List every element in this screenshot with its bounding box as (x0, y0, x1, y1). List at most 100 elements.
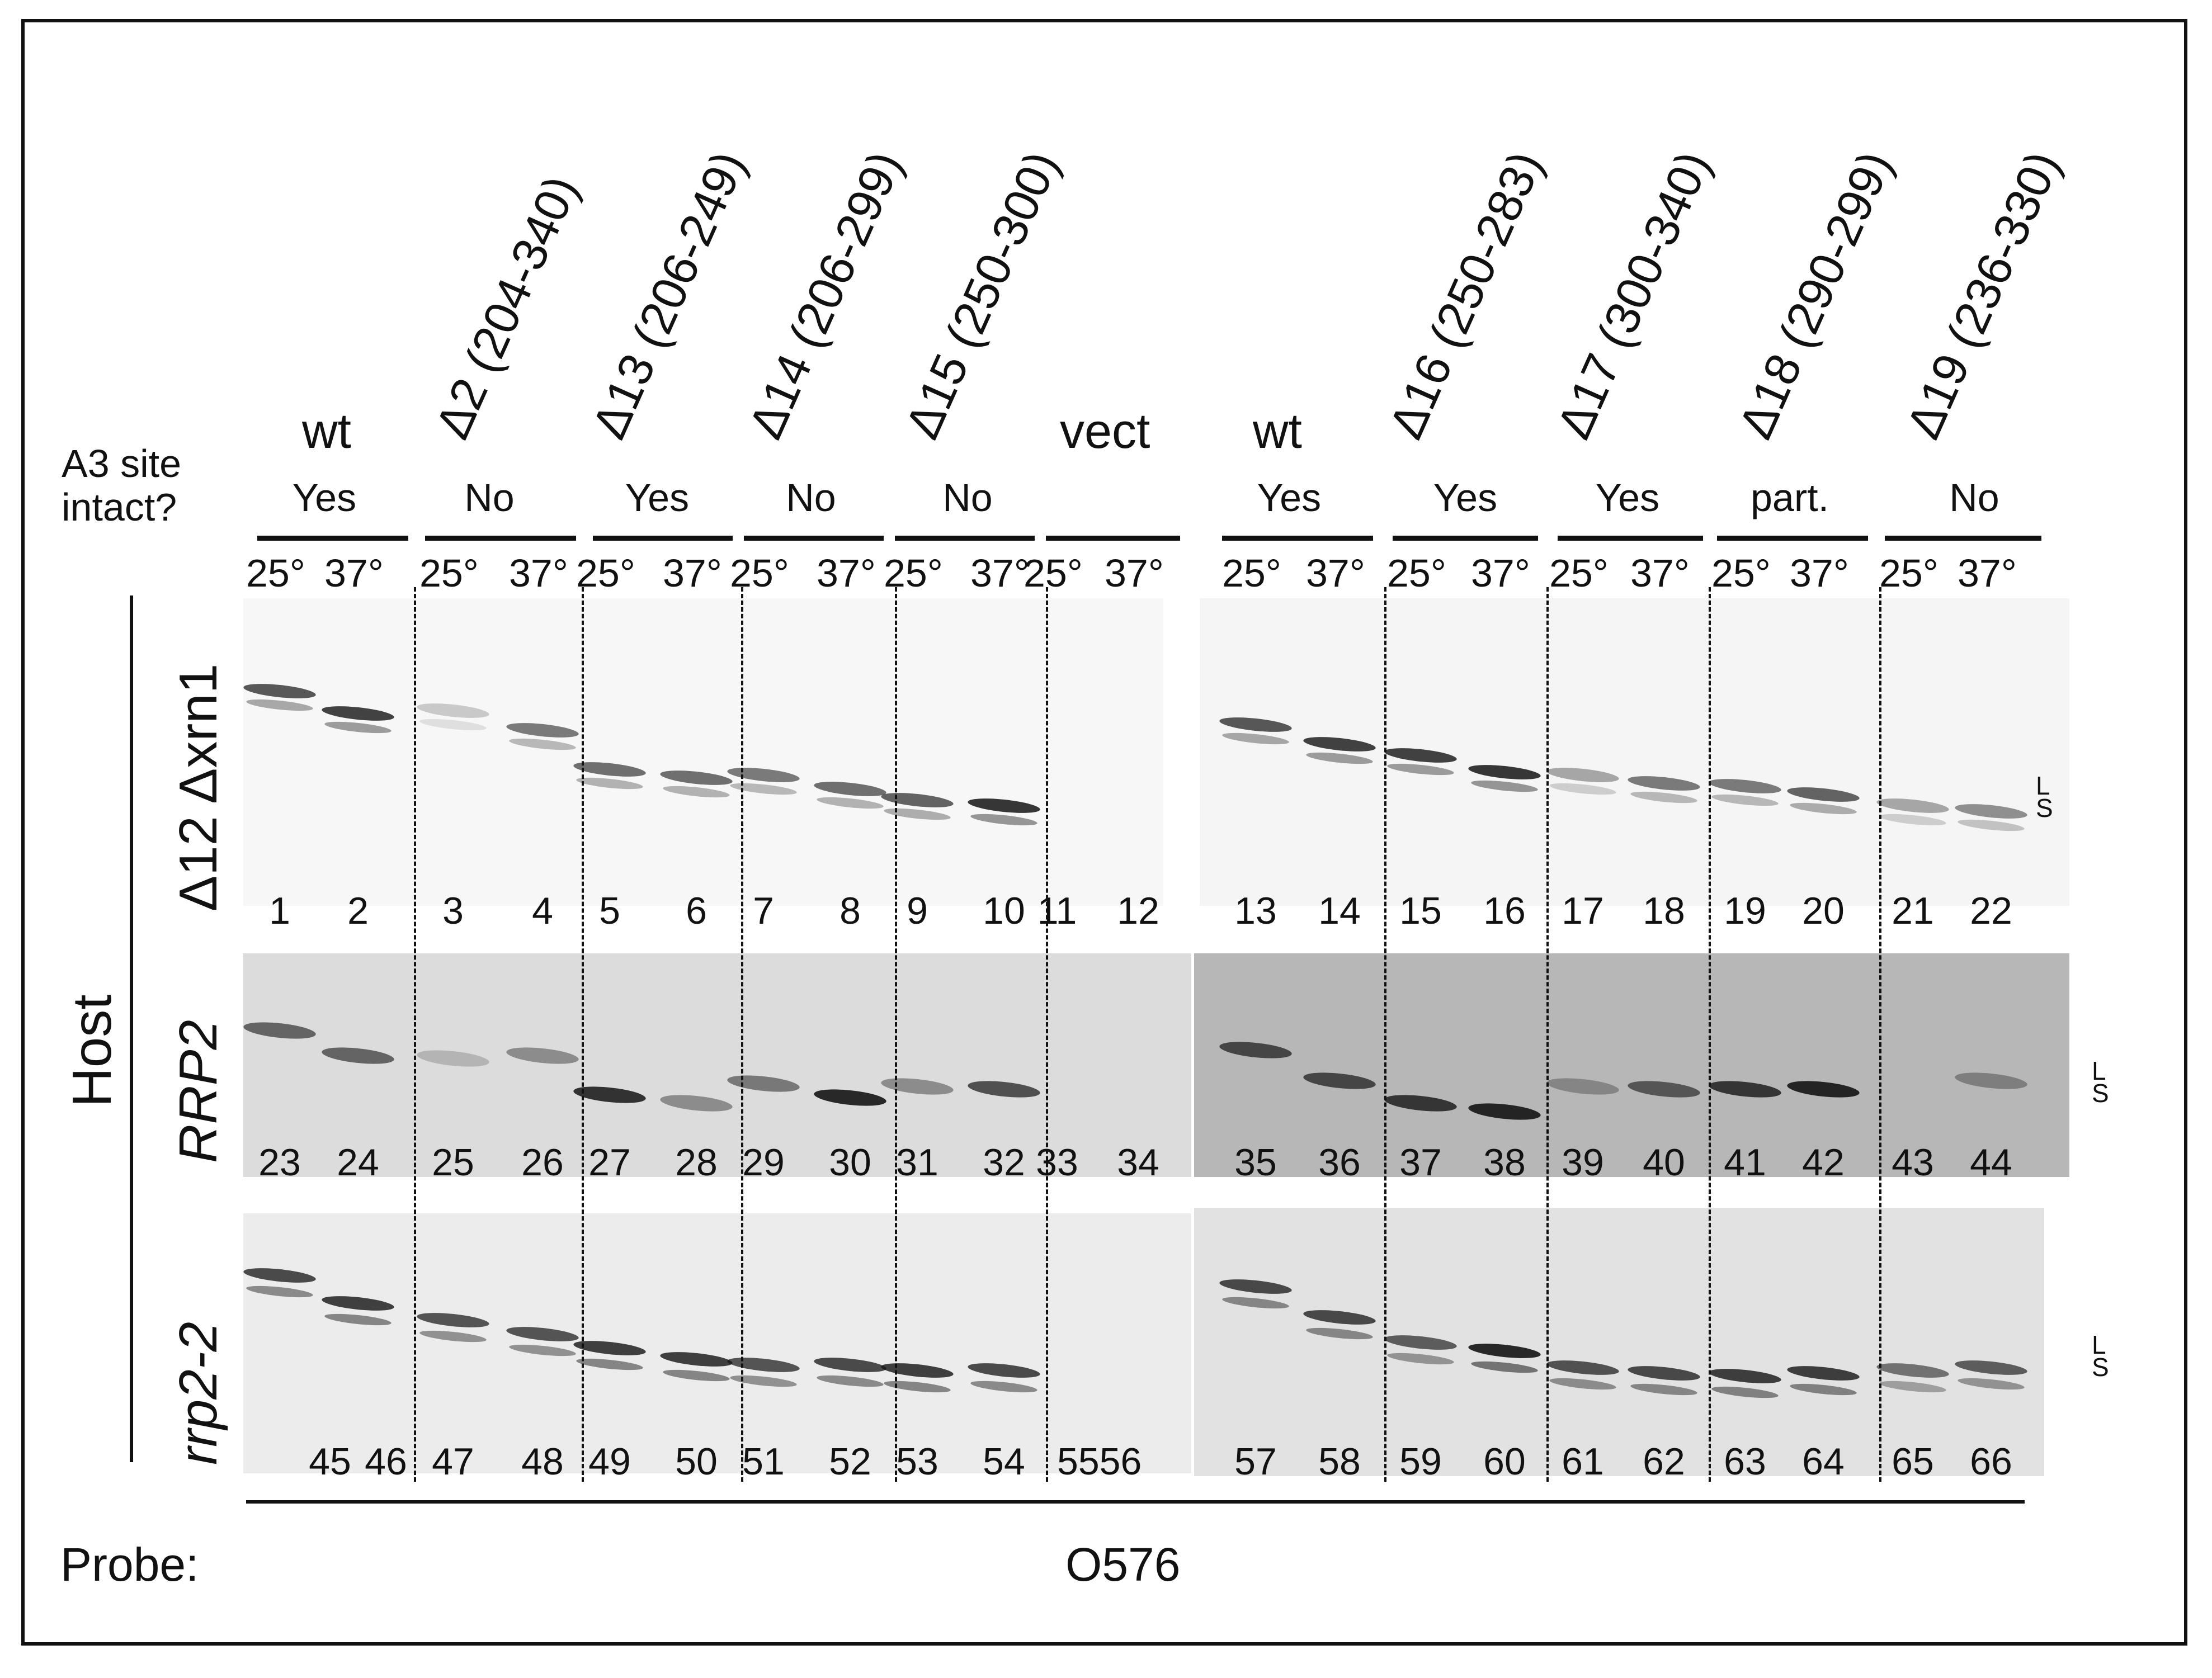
a3-answer: Yes (625, 476, 690, 519)
probe-bar (246, 1500, 2025, 1504)
lane-number: 50 (675, 1440, 718, 1483)
temperature-label: 25° (576, 551, 635, 595)
lane-number: 63 (1724, 1440, 1766, 1483)
lane-number: 31 (896, 1141, 938, 1184)
temperature-label: 25° (1879, 551, 1939, 595)
lane-number: 28 (675, 1141, 718, 1184)
group-bar (1393, 536, 1538, 541)
host-rrp2: RRP2 (168, 1019, 228, 1163)
lane-number: 62 (1643, 1440, 1685, 1483)
lane-number: 47 (432, 1440, 474, 1483)
group-bar (744, 536, 884, 541)
lane-number: 3 (442, 890, 464, 932)
temperature-label: 37° (509, 551, 568, 595)
lane-number: 37 (1399, 1141, 1442, 1184)
temperature-label: 37° (817, 551, 876, 595)
lane-number: 60 (1483, 1440, 1526, 1483)
lane-number: 10 (983, 890, 1025, 932)
lane-number: 53 (896, 1440, 938, 1483)
group-bar (1717, 536, 1868, 541)
probe-label: Probe: (60, 1538, 199, 1591)
lane-number: 7 (753, 890, 774, 932)
lane-number: 57 (1234, 1440, 1277, 1483)
temperature-label: 37° (1471, 551, 1530, 595)
lane-number: 12 (1117, 890, 1159, 932)
temperature-label: 25° (246, 551, 305, 595)
lane-number: 46 (365, 1440, 407, 1483)
lane-divider (1546, 587, 1549, 1482)
lane-number: 17 (1562, 890, 1604, 932)
temperature-label: 37° (1958, 551, 2017, 595)
temperature-label: 25° (1387, 551, 1446, 595)
temperature-label: 25° (419, 551, 479, 595)
temperature-label: 25° (1024, 551, 1083, 595)
lane-number: 11 (1037, 890, 1077, 932)
a3-answer: Yes (292, 476, 357, 519)
lane-number: 6 (686, 890, 707, 932)
temperature-label: 25° (1711, 551, 1771, 595)
temperature-label: 37° (324, 551, 384, 595)
lane-number: 34 (1117, 1141, 1159, 1184)
lane-number: 49 (588, 1440, 631, 1483)
group-bar (425, 536, 576, 541)
lane-number: 23 (258, 1141, 301, 1184)
blot-row1-right (1200, 598, 2069, 906)
lane-number: 9 (907, 890, 928, 932)
temperature-label: 37° (1105, 551, 1164, 595)
construct-wt-right: wt (1253, 403, 1302, 459)
lane-number: 24 (337, 1141, 379, 1184)
blot-row2-left (243, 953, 1191, 1177)
probe-name: O576 (1065, 1538, 1181, 1591)
lane-divider (741, 587, 743, 1482)
lane-number: 33 (1036, 1141, 1078, 1184)
band-s: S (2036, 793, 2053, 823)
temperature-label: 25° (884, 551, 943, 595)
host-label: Host (61, 994, 122, 1107)
host-rrp2-2: rrp2-2 (168, 1321, 228, 1465)
temperature-label: 37° (663, 551, 722, 595)
figure-frame (21, 19, 2187, 1646)
temperature-label: 25° (1222, 551, 1281, 595)
a3-site-label: A3 site intact? (62, 442, 181, 529)
lane-number: 21 (1892, 890, 1934, 932)
group-bar (257, 536, 408, 541)
lane-number: 32 (983, 1141, 1025, 1184)
group-bar (1046, 536, 1180, 541)
lane-number: 25 (432, 1141, 474, 1184)
lane-number: 35 (1234, 1141, 1277, 1184)
lane-number: 4 (532, 890, 553, 932)
temperature-label: 37° (970, 551, 1030, 595)
group-bar (895, 536, 1035, 541)
construct-wt-left: wt (302, 403, 351, 459)
lane-divider (1384, 587, 1386, 1482)
band-l: L (2092, 1330, 2106, 1359)
lane-number: 8 (839, 890, 861, 932)
host-bracket (130, 595, 133, 1462)
lane-number: 52 (829, 1440, 871, 1483)
lane-number: 66 (1970, 1440, 2012, 1483)
blot-row3-right (1194, 1208, 2044, 1476)
a3-answer: Yes (1433, 476, 1498, 519)
lane-number: 29 (742, 1141, 785, 1184)
lane-number: 41 (1724, 1141, 1766, 1184)
a3-answer: No (786, 476, 836, 519)
host-d12-xrn1: Δ12 Δxrn1 (168, 663, 228, 911)
temperature-label: 25° (1549, 551, 1609, 595)
temperature-label: 37° (1630, 551, 1690, 595)
construct-vect: vect (1060, 403, 1150, 459)
temperature-label: 25° (730, 551, 789, 595)
lane-number: 27 (588, 1141, 631, 1184)
lane-number: 43 (1892, 1141, 1934, 1184)
lane-number: 59 (1399, 1440, 1442, 1483)
lane-number: 26 (521, 1141, 564, 1184)
lane-number: 5556 (1057, 1440, 1142, 1483)
lane-divider (414, 587, 416, 1482)
lane-divider (895, 587, 897, 1482)
temperature-label: 37° (1306, 551, 1365, 595)
lane-number: 1 (269, 890, 290, 932)
lane-number: 48 (521, 1440, 564, 1483)
lane-number: 64 (1802, 1440, 1845, 1483)
lane-number: 22 (1970, 890, 2012, 932)
